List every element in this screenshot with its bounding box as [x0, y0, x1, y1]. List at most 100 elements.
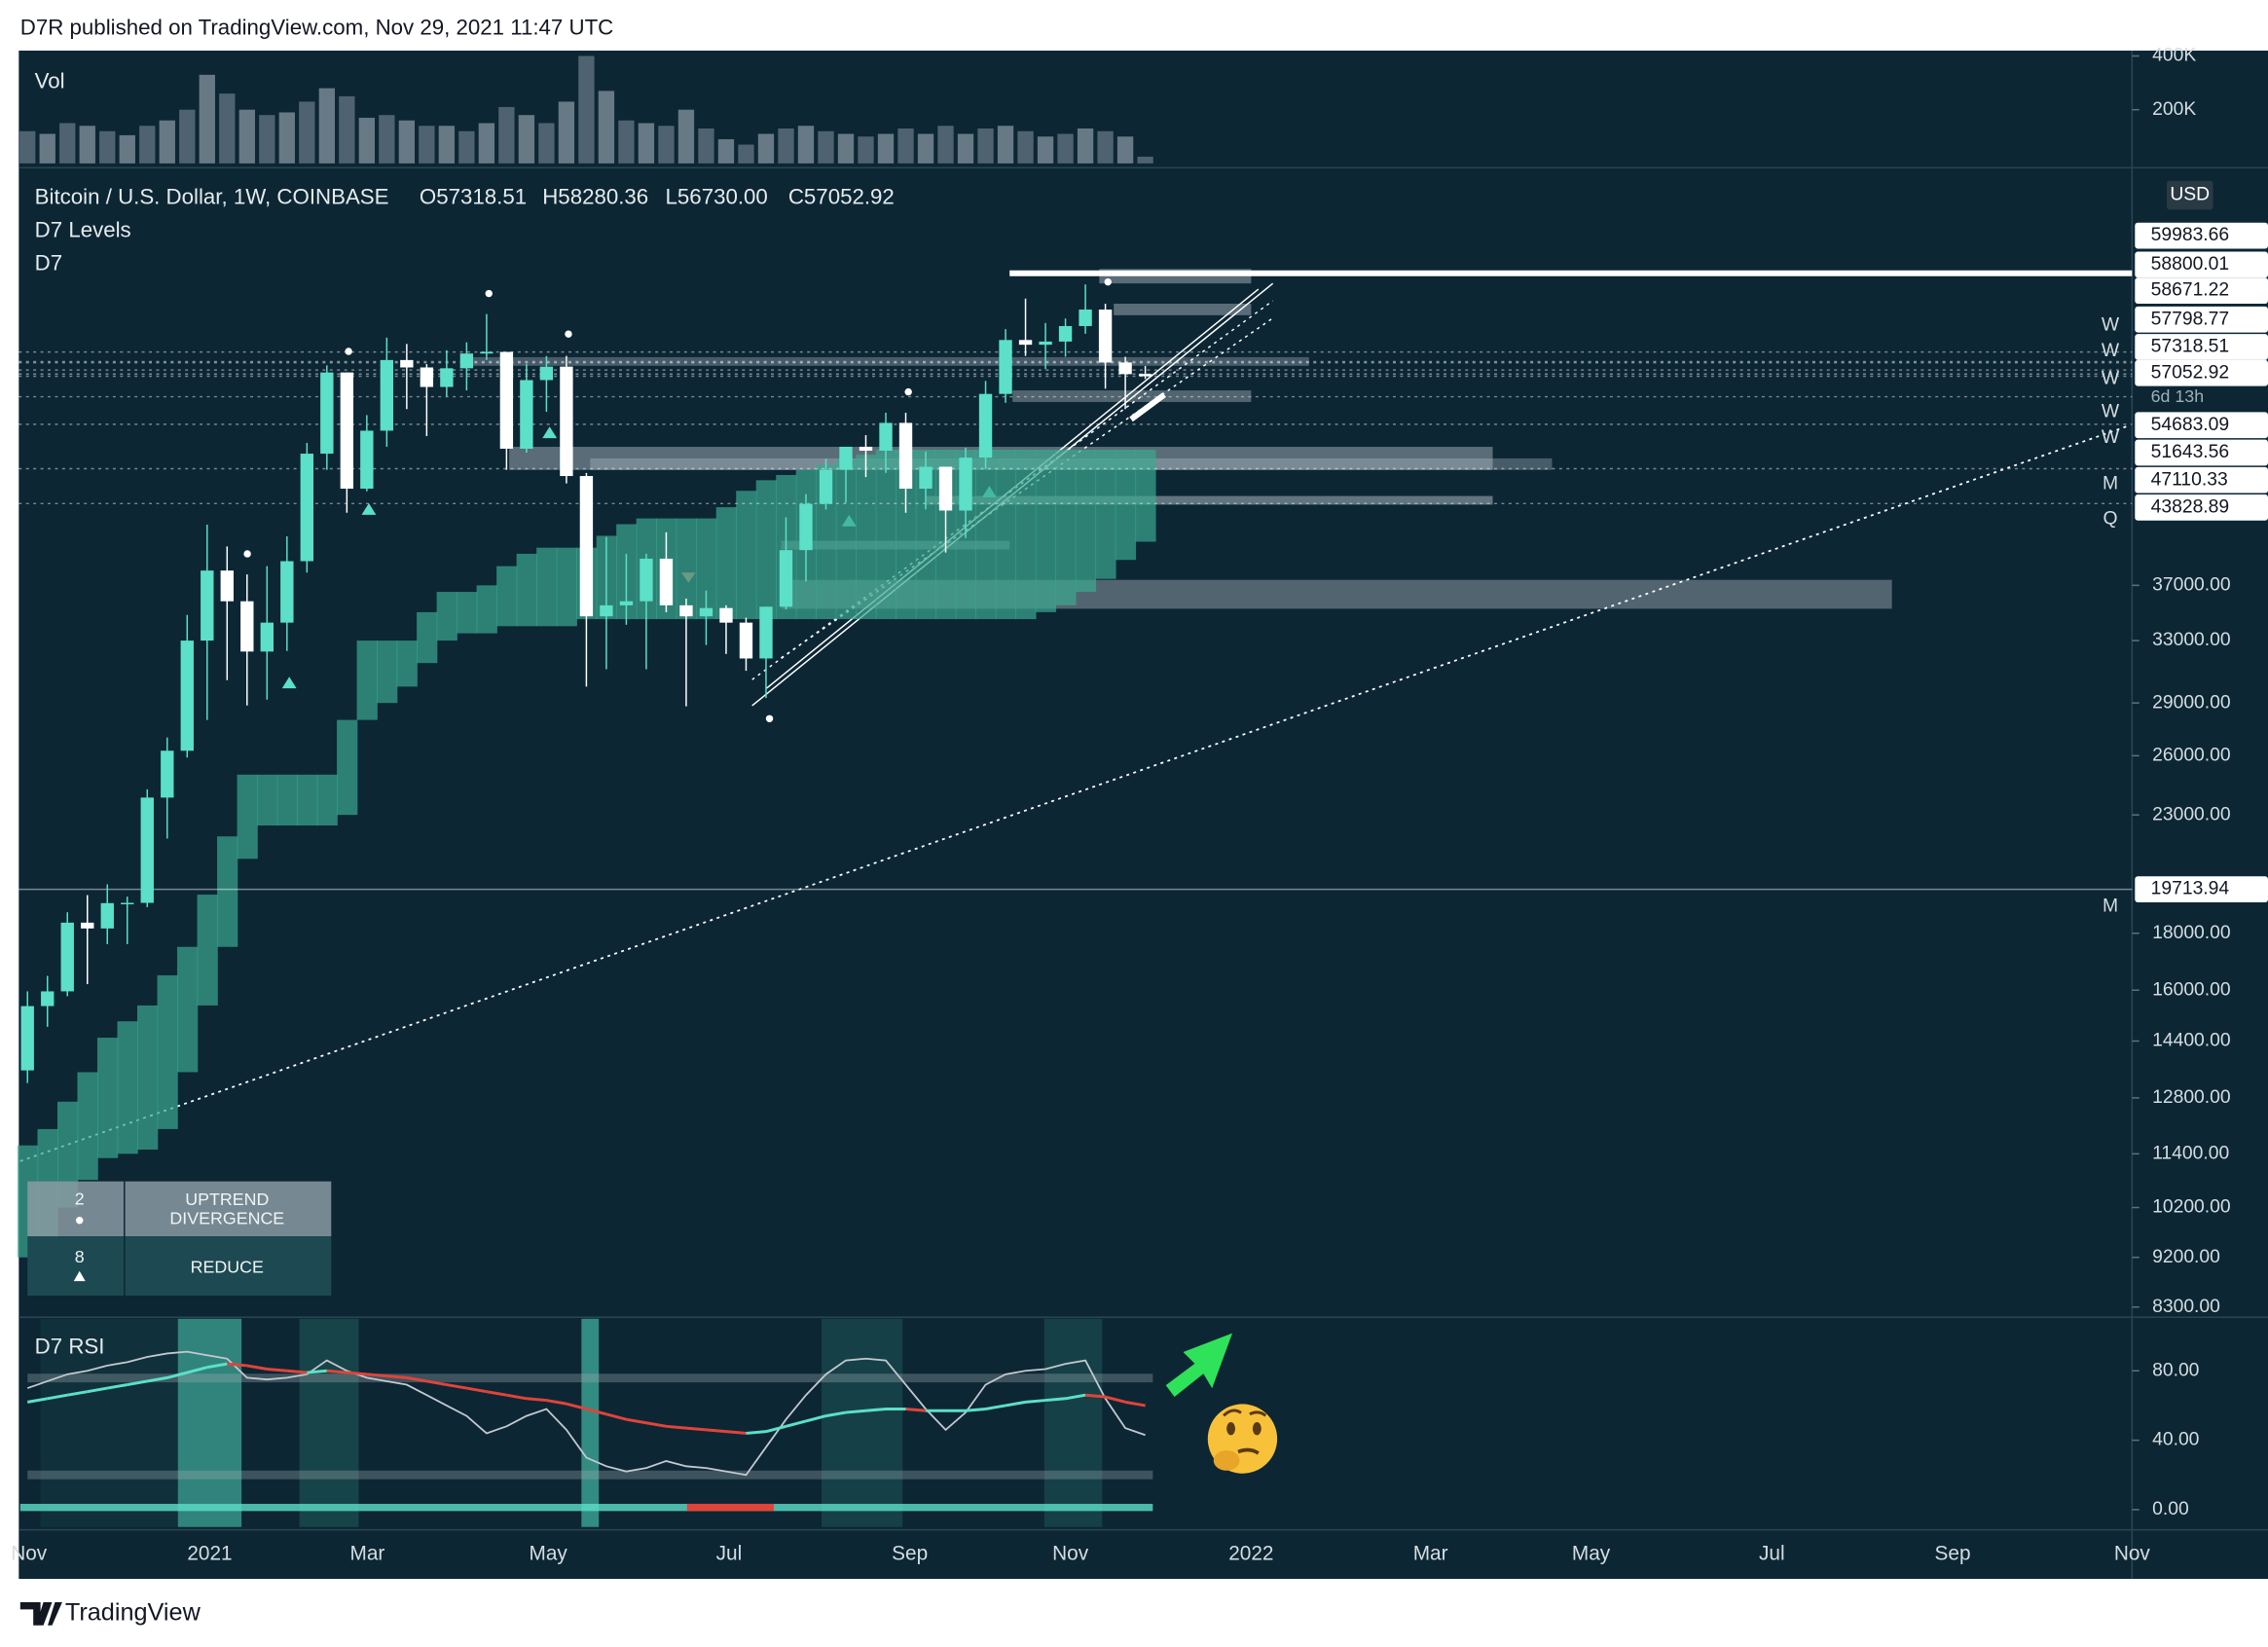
candle-body	[978, 393, 993, 458]
candle-body	[819, 469, 833, 504]
level-tag: W	[2102, 368, 2120, 388]
footer-logo	[19, 1601, 62, 1626]
volume-bar	[598, 91, 615, 164]
volume-bar	[299, 101, 315, 164]
cloud	[137, 1005, 159, 1151]
price-label-box	[2135, 439, 2268, 466]
volume-bar	[538, 123, 555, 164]
price-label-box	[2135, 876, 2268, 902]
cloud	[117, 1021, 138, 1154]
cloud	[377, 640, 398, 704]
emoji-eye	[1252, 1422, 1262, 1436]
level-band	[1114, 303, 1252, 315]
candle-body	[300, 454, 314, 562]
volume-bar	[419, 126, 435, 164]
table-count: 8	[75, 1247, 85, 1266]
volume-bar	[957, 133, 974, 164]
candle-body	[41, 991, 55, 1006]
indicator-name: D7 Levels	[35, 218, 131, 242]
y-tick-label: 11400.00	[2152, 1143, 2229, 1163]
cloud	[1115, 449, 1137, 561]
dot	[565, 330, 572, 338]
smoothed-line-segment	[626, 1417, 647, 1425]
volume-bar	[558, 101, 575, 164]
table-count: 2	[75, 1190, 85, 1209]
level-band	[926, 495, 1493, 505]
price-label: 51643.56	[2151, 442, 2230, 462]
cloud	[436, 592, 457, 641]
indicator-name: D7	[35, 251, 62, 275]
smoothed-line-segment	[1044, 1397, 1066, 1403]
table-icon	[76, 1217, 84, 1225]
highlight-band	[822, 1318, 903, 1527]
smoothed-line-segment	[865, 1408, 887, 1412]
price-label: 19713.94	[2151, 879, 2230, 899]
chart-panel	[18, 50, 2268, 1580]
cloud	[696, 518, 717, 620]
x-tick-label: Jul	[1759, 1542, 1785, 1564]
candle-body	[779, 550, 793, 607]
vol-title: Vol	[35, 69, 65, 93]
volume-bar	[897, 128, 914, 164]
y-tick-label: 0.00	[2152, 1499, 2189, 1519]
candle-body	[619, 601, 634, 605]
level-tag: W	[2102, 314, 2120, 335]
candle-body	[220, 570, 234, 602]
cloud	[715, 507, 737, 620]
volume-bar	[438, 126, 456, 164]
dot	[243, 550, 251, 558]
volume-bar	[618, 120, 635, 164]
level-band	[1012, 390, 1252, 402]
cloud	[1035, 449, 1057, 612]
table-icon	[73, 1270, 86, 1282]
volume-bar	[59, 123, 76, 164]
cloud	[217, 836, 238, 947]
smoothed-line-segment	[227, 1362, 247, 1368]
price-label: 47110.33	[2151, 469, 2228, 490]
candle-body	[600, 604, 613, 617]
volume-bar	[119, 134, 135, 164]
symbol-title: Bitcoin / U.S. Dollar, 1W, COINBASE	[35, 184, 389, 208]
smoothed-line-segment	[786, 1419, 807, 1428]
candle-body	[240, 601, 254, 652]
cloud	[457, 592, 478, 634]
x-tick-label: Nov	[1052, 1542, 1089, 1564]
cloud	[496, 566, 518, 627]
y-tick-label: 26000.00	[2152, 745, 2231, 765]
smoothed-line-segment	[746, 1430, 767, 1435]
price-label-box	[2135, 277, 2268, 304]
y-tick-label: 10200.00	[2152, 1197, 2231, 1218]
countdown: 6d 13h	[2151, 386, 2204, 406]
cloud	[257, 774, 278, 826]
smoothed-line-segment	[1065, 1393, 1086, 1401]
smoothed-line-segment	[765, 1424, 786, 1434]
volume-bar	[677, 109, 695, 164]
candle-body	[898, 422, 913, 490]
candle-body	[499, 351, 514, 449]
volume-bar	[339, 95, 355, 164]
ohlc-open: O57318.51	[420, 184, 527, 208]
cloud	[835, 459, 857, 620]
y-tick-label: 12800.00	[2152, 1087, 2231, 1108]
smoothed-line-segment	[586, 1408, 607, 1416]
candle-body	[201, 570, 214, 641]
smoothed-line-segment	[1025, 1399, 1046, 1404]
cloud	[995, 449, 1017, 620]
price-label: 57318.51	[2151, 337, 2230, 357]
signal-strip	[686, 1503, 774, 1512]
smoothed-line-segment	[26, 1397, 48, 1404]
candle-body	[539, 366, 554, 381]
cloud	[915, 449, 937, 620]
cloud	[356, 640, 378, 720]
volume-bar	[858, 136, 874, 164]
volume-bar	[318, 88, 336, 164]
smoothed-line-segment	[267, 1368, 287, 1372]
level-tag: W	[2102, 427, 2120, 448]
triangle	[281, 677, 297, 689]
candle-body	[420, 367, 434, 387]
cloud	[237, 774, 258, 860]
smoothed-line-segment	[347, 1371, 367, 1376]
smoothed-line-segment	[186, 1366, 208, 1374]
